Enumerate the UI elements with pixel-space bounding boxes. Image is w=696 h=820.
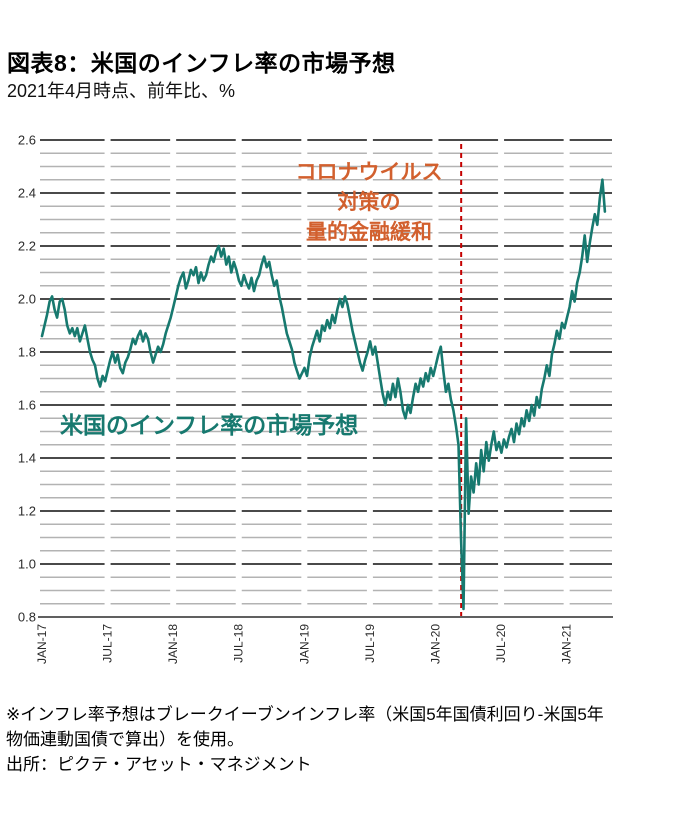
svg-text:2.2: 2.2 <box>18 239 36 254</box>
svg-text:JAN-19: JAN-19 <box>297 624 311 664</box>
svg-text:JAN-17: JAN-17 <box>35 624 49 664</box>
svg-text:JUL-18: JUL-18 <box>232 624 246 663</box>
svg-text:JAN-20: JAN-20 <box>428 624 442 664</box>
annotation-line-1: コロナウイルス <box>295 161 443 184</box>
svg-text:JAN-18: JAN-18 <box>166 624 180 664</box>
footnote-line-1: ※インフレ率予想はブレークイーブンインフレ率（米国5年国債利回り-米国5年 <box>6 705 604 724</box>
svg-text:1.8: 1.8 <box>18 345 36 360</box>
page-subtitle: 2021年4月時点、前年比、% <box>7 81 236 101</box>
svg-text:JAN-21: JAN-21 <box>560 624 574 664</box>
svg-text:JUL-17: JUL-17 <box>101 624 115 663</box>
source-line: 出所：ピクテ・アセット・マネジメント <box>6 755 312 774</box>
annotation-line-2: 対策の <box>337 191 401 214</box>
svg-text:JUL-20: JUL-20 <box>494 624 508 663</box>
series-label: 米国のインフレ率の市場予想 <box>60 412 359 438</box>
svg-text:2.4: 2.4 <box>18 186 36 201</box>
page-title: 図表8：米国のインフレ率の市場予想 <box>7 50 396 76</box>
svg-text:2.0: 2.0 <box>18 292 36 307</box>
annotation-line-3: 量的金融緩和 <box>306 221 432 244</box>
svg-text:1.0: 1.0 <box>18 557 36 572</box>
svg-text:1.4: 1.4 <box>18 451 36 466</box>
svg-text:0.8: 0.8 <box>18 610 36 625</box>
footnote: ※インフレ率予想はブレークイーブンインフレ率（米国5年国債利回り-米国5年 物価… <box>6 702 604 777</box>
inflation-expectation-chart: 2.6 2.4 2.2 2.0 1.8 1.6 1.4 1.2 1.0 0.8 JAN-17 JUL-… <box>18 133 613 664</box>
svg-text:1.6: 1.6 <box>18 398 36 413</box>
svg-text:JUL-19: JUL-19 <box>363 624 377 663</box>
covid-qe-annotation: コロナウイルス 対策の 量的金融緩和 <box>280 158 458 248</box>
footnote-line-2: 物価連動国債で算出）を使用。 <box>6 730 244 749</box>
svg-text:1.2: 1.2 <box>18 504 36 519</box>
svg-text:2.6: 2.6 <box>18 133 36 148</box>
